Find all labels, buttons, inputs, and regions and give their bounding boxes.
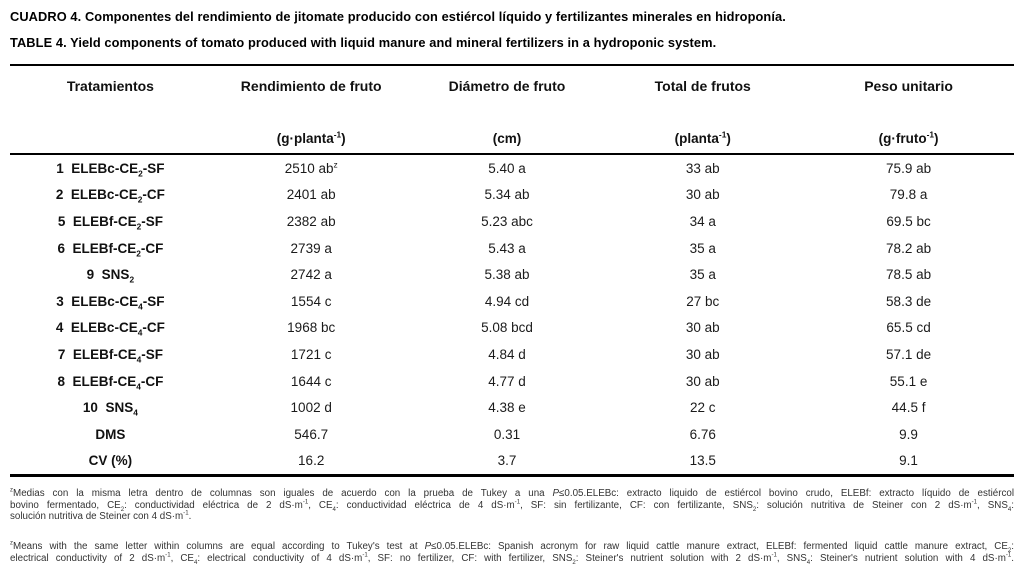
table-row: 7 ELEBf-CE4-SF 1721 c 4.84 d 30 ab 57.1 de: [10, 341, 1014, 368]
value-cell: 16.2: [298, 453, 325, 469]
column-unit: (g·planta-1): [210, 102, 412, 155]
value-cell: 22 c: [689, 400, 716, 416]
treatment-cell: 3 ELEBc-CE4-SF: [56, 293, 165, 312]
column-header: Diámetro de fruto: [448, 78, 566, 94]
footnote-line: electrical conductivity of 2 dS·m-1, CE4…: [10, 552, 1014, 566]
value-cell: 6.76: [689, 426, 716, 442]
value-cell: 5.34 ab: [484, 187, 530, 203]
table-header: Tratamientos Rendimiento de fruto Diámetro…: [10, 65, 1014, 155]
value-cell: 4.84 d: [488, 346, 526, 362]
value-cell: 35 a: [689, 240, 716, 256]
treatment-cell: 1 ELEBc-CE2-SF: [56, 160, 165, 179]
column-header: Peso unitario: [864, 78, 953, 94]
footnote-line: zMeans with the same letter within colum…: [10, 540, 1014, 554]
column-header: Total de frutos: [654, 78, 751, 94]
value-cell: 1644 c: [290, 373, 332, 389]
value-cell: 57.1 de: [886, 346, 932, 362]
table-caption-english: TABLE 4. Yield components of tomato prod…: [10, 35, 717, 50]
value-cell: 5.08 bcd: [481, 320, 533, 336]
value-cell: 4.38 e: [488, 400, 526, 416]
value-cell: 2382 ab: [286, 213, 336, 229]
value-cell: 44.5 f: [891, 400, 926, 416]
column-header: Rendimiento de fruto: [240, 78, 382, 94]
value-cell: 9.1: [899, 453, 918, 469]
treatment-cell: 5 ELEBf-CE2-SF: [57, 213, 163, 232]
table-row: 4 ELEBc-CE4-CF 1968 bc 5.08 bcd 30 ab 65.5 c…: [10, 315, 1014, 342]
table-row: 3 ELEBc-CE4-SF 1554 c 4.94 cd 27 bc 58.3 de: [10, 288, 1014, 315]
table-row: 9 SNS2 2742 a 5.38 ab 35 a 78.5 ab: [10, 261, 1014, 288]
treatment-cell: 2 ELEBc-CE2-CF: [55, 187, 165, 206]
column-header: Tratamientos: [66, 78, 154, 94]
value-cell: 4.77 d: [488, 373, 526, 389]
value-cell: 1002 d: [290, 400, 332, 416]
value-cell: 5.23 abc: [481, 213, 533, 229]
footnote-spanish: zMedias con la misma letra dentro de col…: [10, 488, 1014, 523]
value-cell: 0.31: [493, 426, 521, 442]
table-row: 5 ELEBf-CE2-SF 2382 ab 5.23 abc 34 a 69.5 bc: [10, 208, 1014, 235]
column-unit: [10, 102, 211, 155]
table-caption-spanish: CUADRO 4. Componentes del rendimiento de…: [10, 9, 786, 24]
treatment-cell: DMS: [95, 426, 126, 442]
treatment-cell: 10 SNS4: [82, 400, 138, 418]
value-cell: 1554 c: [290, 293, 332, 309]
results-table: Tratamientos Rendimiento de fruto Diámetro…: [10, 64, 1014, 478]
column-unit: (cm): [411, 102, 603, 155]
value-cell: 78.5 ab: [886, 267, 932, 283]
value-cell: 33 ab: [685, 160, 720, 176]
footnote-line: bovino fermentado, CE2: conductividad el…: [10, 499, 1014, 513]
value-cell: 78.2 ab: [886, 240, 932, 256]
value-cell: 30 ab: [685, 373, 720, 389]
value-cell: 69.5 bc: [886, 213, 931, 229]
treatment-cell: 6 ELEBf-CE2-CF: [57, 240, 164, 259]
table-body: 1 ELEBc-CE2-SF 2510 abz 5.40 a 33 ab 75.9 ab…: [10, 154, 1014, 476]
value-cell: 9.9: [899, 426, 918, 442]
table-row: 2 ELEBc-CE2-CF 2401 ab 5.34 ab 30 ab 79.8 a: [10, 182, 1014, 209]
footnote-english: zMeans with the same letter within colum…: [10, 540, 1014, 566]
value-cell: 13.5: [689, 453, 716, 469]
value-cell: 5.38 ab: [484, 267, 530, 283]
value-cell: 65.5 cd: [886, 320, 931, 336]
table-row: 1 ELEBc-CE2-SF 2510 abz 5.40 a 33 ab 75.9 ab: [10, 154, 1014, 182]
value-cell: 55.1 e: [889, 373, 928, 389]
value-cell: 4.94 cd: [484, 293, 530, 309]
units-row: (g·planta-1) (cm) (planta-1) (g·fruto-1): [10, 102, 1014, 155]
column-header-row: Tratamientos Rendimiento de fruto Diámetro…: [10, 65, 1014, 102]
treatment-cell: 8 ELEBf-CE4-CF: [57, 373, 164, 392]
value-cell: 35 a: [689, 267, 716, 283]
value-cell: 1721 c: [290, 346, 332, 362]
footnote-line: zMedias con la misma letra dentro de col…: [10, 487, 1014, 500]
column-unit: (g·fruto-1): [803, 102, 1014, 155]
table-row: 10 SNS4 1002 d 4.38 e 22 c 44.5 f: [10, 394, 1014, 421]
value-cell: 30 ab: [685, 187, 720, 203]
treatment-cell: CV (%): [88, 453, 133, 469]
table-row: 8 ELEBf-CE4-CF 1644 c 4.77 d 30 ab 55.1 e: [10, 368, 1014, 395]
value-cell: 5.40 a: [488, 160, 526, 176]
value-cell: 34 a: [689, 213, 716, 229]
table-row: 6 ELEBf-CE2-CF 2739 a 5.43 a 35 a 78.2 ab: [10, 235, 1014, 262]
value-cell: 546.7: [294, 426, 329, 442]
value-cell: 79.8 a: [889, 187, 928, 203]
value-cell: 2401 ab: [286, 187, 336, 203]
value-cell: 58.3 de: [886, 293, 932, 309]
value-cell: 2510 abz: [284, 159, 338, 176]
value-cell: 5.43 a: [488, 240, 526, 256]
treatment-cell: 4 ELEBc-CE4-CF: [55, 320, 165, 339]
value-cell: 3.7: [497, 453, 517, 469]
value-cell: 1968 bc: [287, 320, 336, 336]
column-unit: (planta-1): [602, 102, 804, 155]
treatment-cell: 9 SNS2: [86, 267, 135, 285]
value-cell: 2742 a: [290, 267, 332, 283]
value-cell: 30 ab: [685, 346, 720, 362]
table-row: CV (%) 16.2 3.7 13.5 9.1: [10, 448, 1014, 476]
value-cell: 75.9 ab: [886, 160, 932, 176]
value-cell: 2739 a: [290, 240, 332, 256]
table-row: DMS 546.7 0.31 6.76 9.9: [10, 421, 1014, 448]
value-cell: 30 ab: [685, 320, 720, 336]
value-cell: 27 bc: [686, 293, 720, 309]
treatment-cell: 7 ELEBf-CE4-SF: [57, 346, 163, 365]
footnote-line: solución nutritiva de Steiner con 4 dS·m…: [10, 511, 192, 523]
